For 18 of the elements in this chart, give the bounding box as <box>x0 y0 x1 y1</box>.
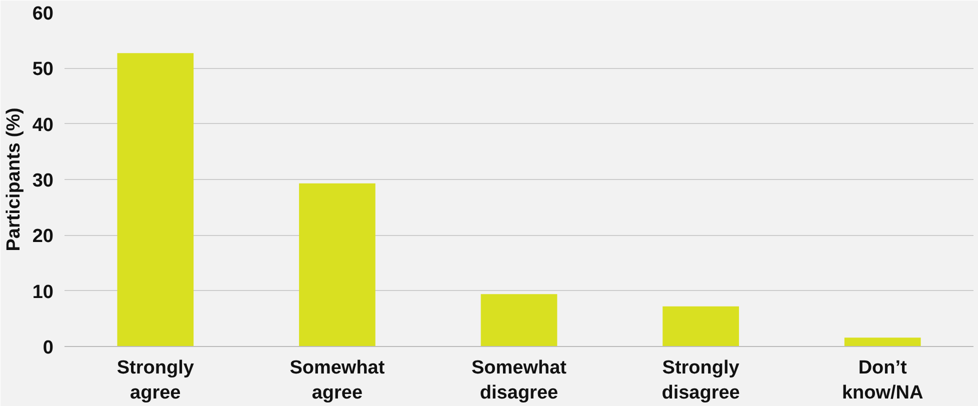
x-tick-label: Strongly agree <box>116 358 194 404</box>
y-tick-label: 50 <box>32 59 54 80</box>
x-tick-label: Somewhat disagree <box>471 358 568 404</box>
bar <box>117 53 194 346</box>
bar <box>662 306 739 346</box>
bar <box>299 183 376 346</box>
x-tick-label: Somewhat agree <box>290 358 386 404</box>
y-tick-label: 10 <box>32 282 54 303</box>
y-tick-label: 20 <box>32 226 54 248</box>
bar <box>480 294 558 346</box>
bar <box>844 338 921 346</box>
y-tick-label: 0 <box>42 338 54 358</box>
y-tick-label: 30 <box>32 170 54 192</box>
y-tick-label: 60 <box>32 4 54 24</box>
y-tick-label: 40 <box>32 114 54 136</box>
x-tick-label: Strongly disagree <box>662 358 740 404</box>
x-tick-label: Don’t know/NA <box>842 358 924 404</box>
y-axis-title: Participants (%) <box>3 108 24 252</box>
